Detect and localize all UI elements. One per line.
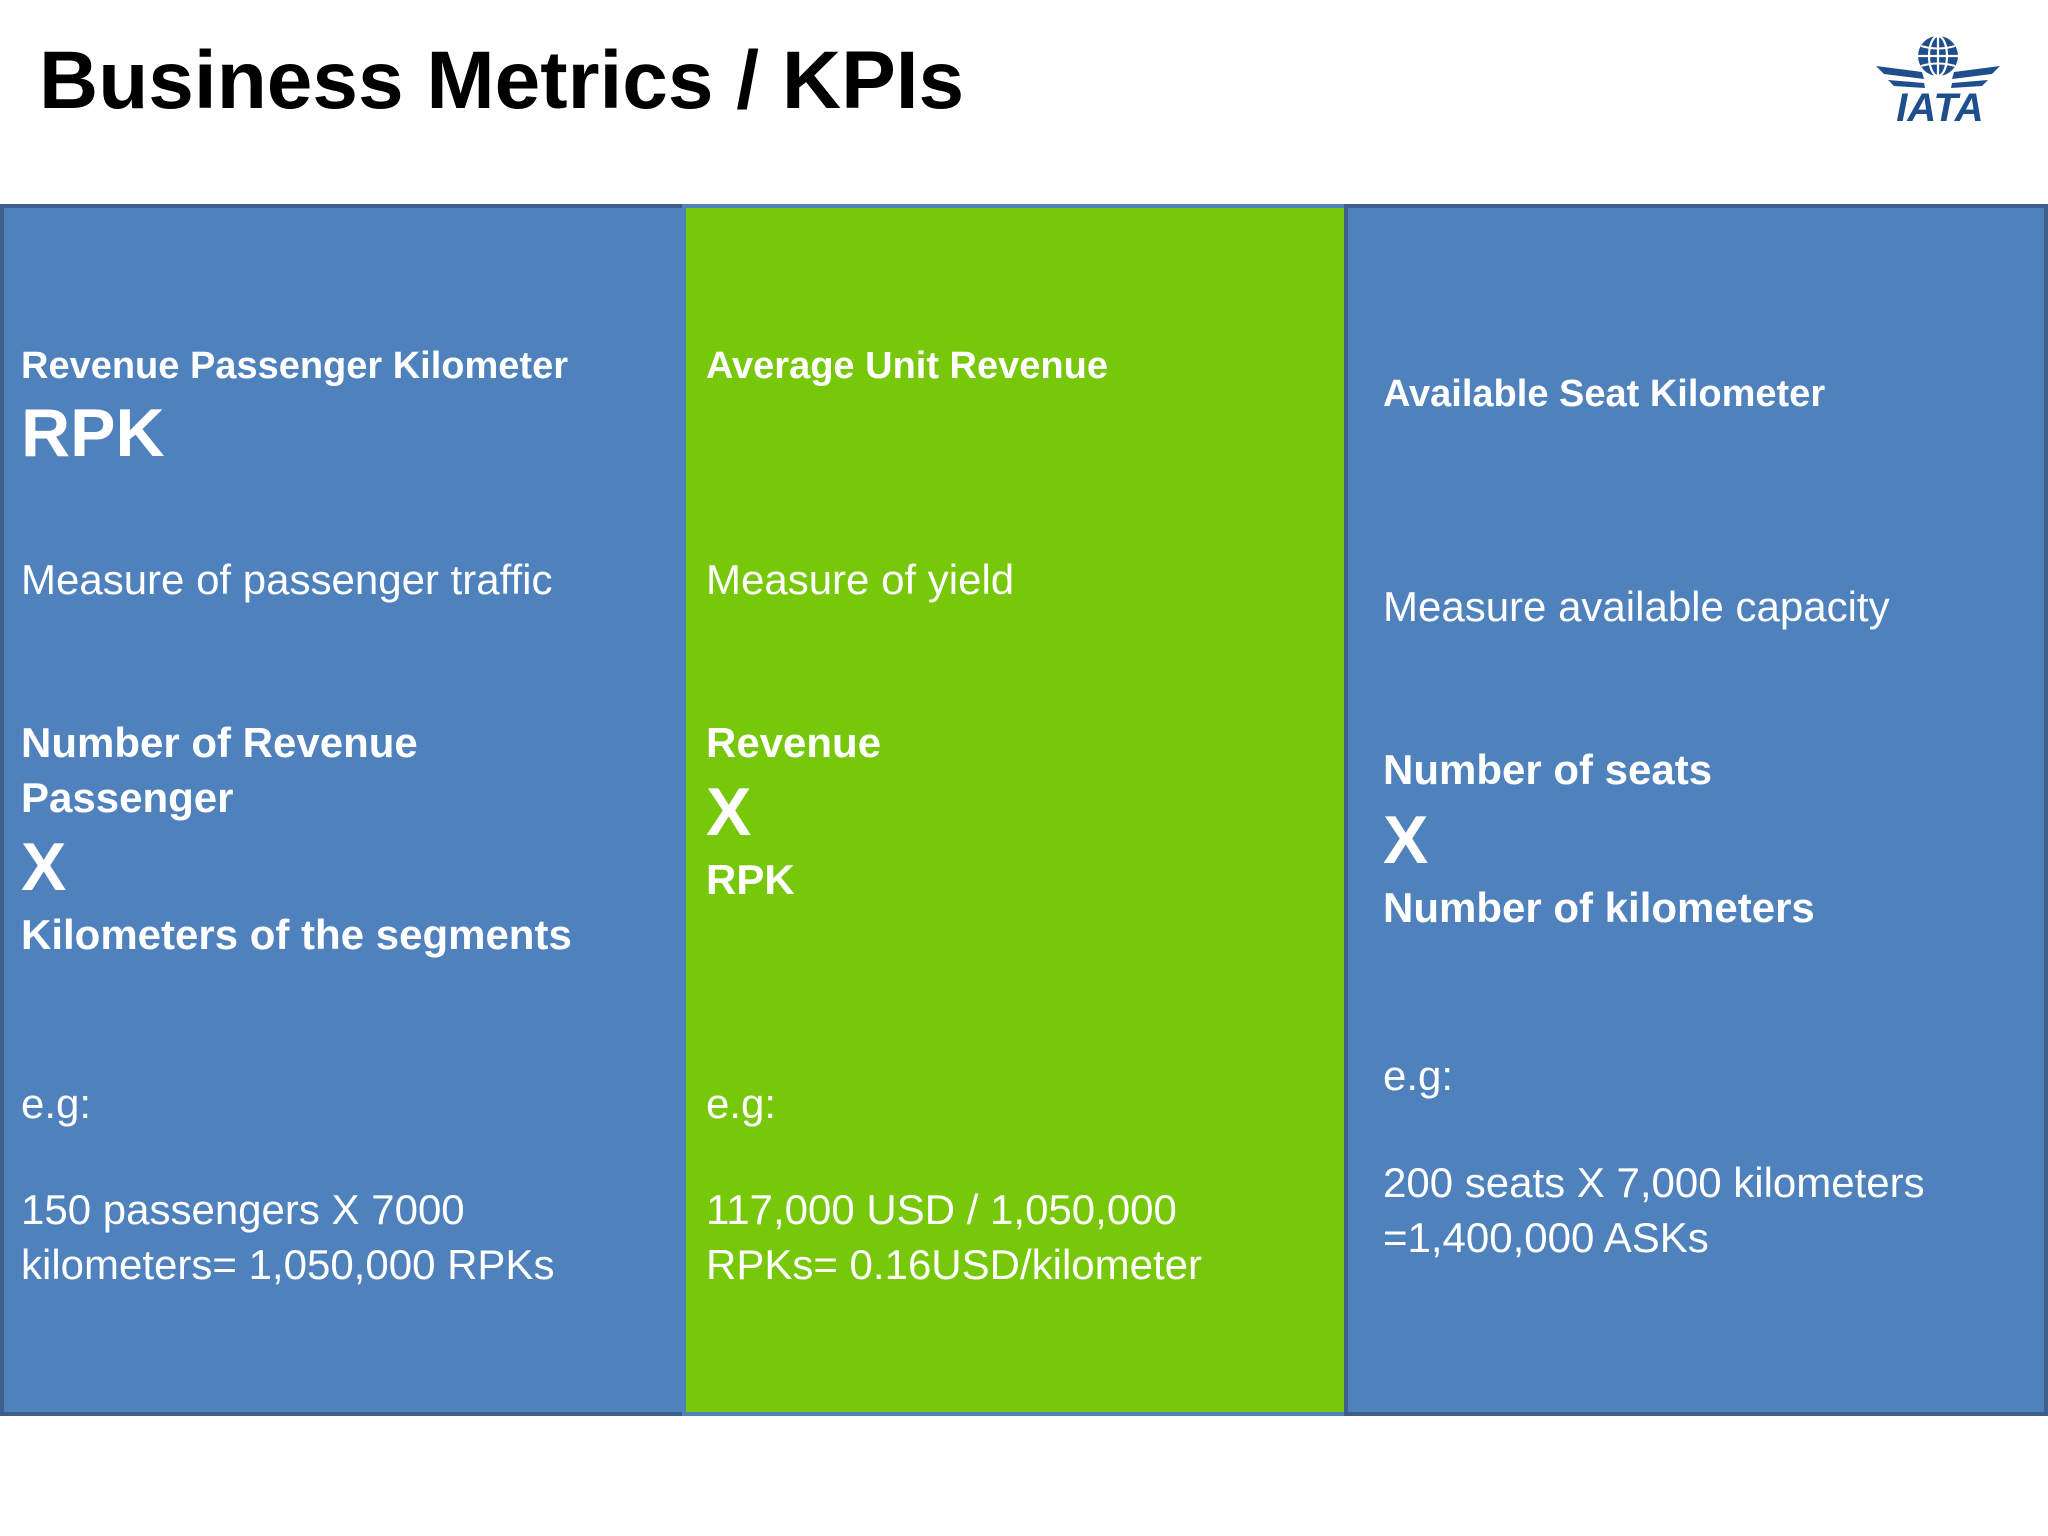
example-line: 117,000 USD / 1,050,000: [706, 1186, 1177, 1233]
panel-measure: Measure of passenger traffic: [21, 556, 553, 603]
example-line: =1,400,000 ASKs: [1383, 1214, 1709, 1261]
panel-measure: Measure available capacity: [1383, 583, 1890, 630]
panel-yield: Average Unit Revenue Measure of yield Re…: [682, 204, 1348, 1416]
panel-rpk: Revenue Passenger Kilometer RPK Measure …: [0, 204, 686, 1416]
panel-ask: Available Seat Kilometer Measure availab…: [1344, 204, 2048, 1416]
formula-line: Number of seats: [1383, 746, 1713, 793]
formula-line: Kilometers of the segments: [21, 911, 572, 958]
iata-logo: IATA: [1876, 34, 2000, 129]
kpi-panels: Revenue Passenger Kilometer RPK Measure …: [0, 204, 2048, 1416]
formula-line: Number of kilometers: [1383, 884, 1815, 931]
panel-heading: Available Seat Kilometer: [1383, 373, 1826, 415]
example-line: 200 seats X 7,000 kilometers: [1383, 1159, 1925, 1206]
formula-line: Revenue: [706, 719, 882, 766]
example-line: RPKs= 0.16USD/kilometer: [706, 1241, 1203, 1288]
example-line: 150 passengers X 7000: [21, 1186, 465, 1233]
globe-icon: [1918, 34, 1958, 78]
page-title: Business Metrics / KPIs: [39, 35, 965, 126]
logo-text: IATA: [1896, 86, 1983, 129]
example-label: e.g:: [21, 1080, 92, 1127]
formula-line: Number of Revenue: [21, 719, 418, 766]
panel-measure: Measure of yield: [706, 556, 1015, 603]
formula-operator: X: [21, 829, 67, 905]
formula-line: Passenger: [21, 774, 234, 821]
formula-line: RPK: [706, 856, 795, 903]
formula-operator: X: [706, 774, 752, 850]
wings-icon: [1876, 66, 2000, 88]
example-line: kilometers= 1,050,000 RPKs: [21, 1241, 555, 1288]
formula-operator: X: [1383, 802, 1429, 878]
panel-heading: Average Unit Revenue: [706, 345, 1108, 387]
panel-acronym: RPK: [21, 395, 165, 471]
panel-heading: Revenue Passenger Kilometer: [21, 345, 569, 387]
example-label: e.g:: [706, 1080, 777, 1127]
example-label: e.g:: [1383, 1052, 1454, 1099]
